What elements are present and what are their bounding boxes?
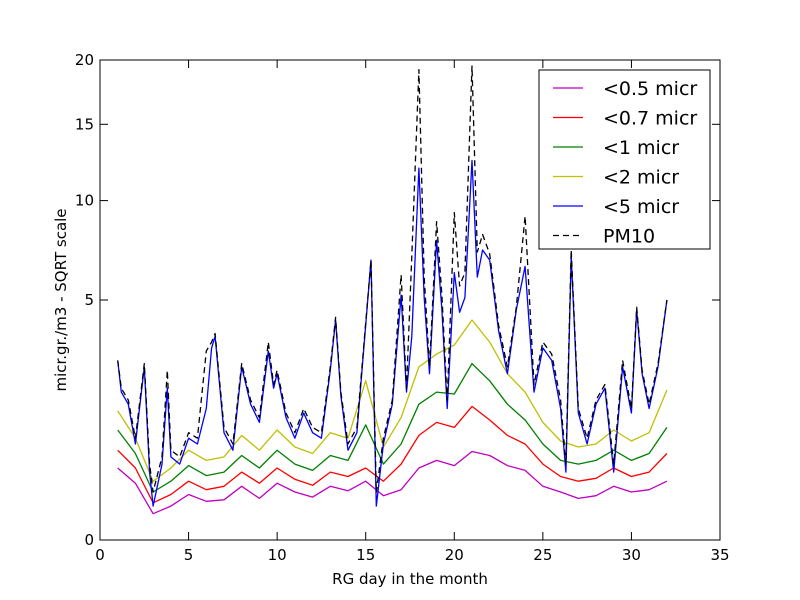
x-tick-label: 5 <box>184 546 194 564</box>
y-tick-label: 10 <box>75 192 94 210</box>
legend: <0.5 micr <0.7 micr <1 micr <2 micr <5 micr P… <box>538 69 711 250</box>
series-line-0 <box>117 450 668 515</box>
legend-label-1: <0.7 micr <box>603 108 697 130</box>
legend-label-3: <2 micr <box>603 167 679 189</box>
x-axis: 0 5 10 15 20 25 30 35 <box>95 60 730 564</box>
series-line-4 <box>117 159 668 507</box>
legend-label-4: <5 micr <box>603 196 679 218</box>
x-tick-label: 20 <box>445 546 464 564</box>
series-line-5 <box>117 65 668 493</box>
x-tick-label: 0 <box>95 546 105 564</box>
x-tick-label: 25 <box>533 546 552 564</box>
legend-frame <box>538 69 711 250</box>
legend-label-5: PM10 <box>603 226 655 248</box>
y-axis-label: micr.gr./m3 - SQRT scale <box>52 208 70 391</box>
x-axis-label: RG day in the month <box>332 570 488 588</box>
series-layer <box>117 65 668 515</box>
x-tick-label: 30 <box>622 546 641 564</box>
series-line-1 <box>117 405 668 504</box>
series-line-3 <box>117 319 668 482</box>
x-tick-label: 15 <box>356 546 375 564</box>
y-tick-label: 20 <box>75 51 94 69</box>
y-tick-label: 0 <box>84 531 94 549</box>
y-axis: 0 5 10 15 20 <box>75 51 720 549</box>
x-tick-label: 35 <box>710 546 729 564</box>
legend-label-0: <0.5 micr <box>603 78 697 100</box>
series-line-2 <box>117 362 668 493</box>
y-tick-label: 15 <box>75 115 94 133</box>
y-tick-label: 5 <box>84 291 94 309</box>
x-tick-label: 10 <box>268 546 287 564</box>
legend-label-2: <1 micr <box>603 137 679 159</box>
